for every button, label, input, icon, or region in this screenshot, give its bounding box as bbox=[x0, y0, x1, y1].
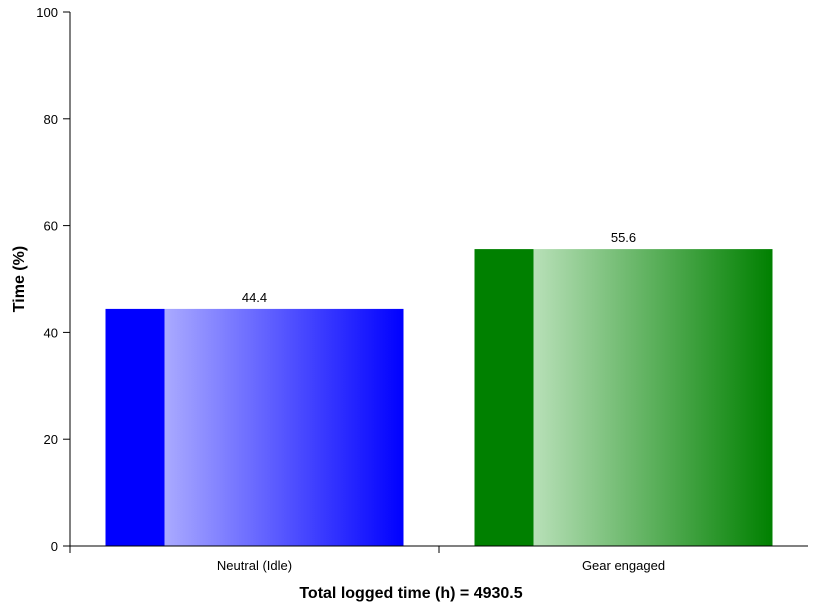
x-category-label: Neutral (Idle) bbox=[217, 558, 292, 573]
bars-layer bbox=[105, 249, 773, 546]
y-tick-label: 20 bbox=[44, 432, 58, 447]
y-axis-title: Time (%) bbox=[11, 246, 28, 312]
y-tick-label: 40 bbox=[44, 325, 58, 340]
y-tick-label: 100 bbox=[36, 5, 58, 20]
y-tick-label: 60 bbox=[44, 219, 58, 234]
y-tick-label: 80 bbox=[44, 112, 58, 127]
bar-1-solid-segment bbox=[474, 249, 534, 546]
labels-layer: 0 20 40 60 80 100 44.4 Neutral (Idle) 55.6 Gear e… bbox=[36, 5, 665, 573]
bar-0-solid-segment bbox=[105, 308, 165, 546]
x-category-label: Gear engaged bbox=[582, 558, 665, 573]
bar-0-gradient-segment bbox=[164, 308, 404, 546]
y-tick-label: 0 bbox=[51, 539, 58, 554]
axes-layer bbox=[63, 11, 808, 553]
x-axis-title: Total logged time (h) = 4930.5 bbox=[299, 585, 522, 602]
bar-1-gradient-segment bbox=[533, 249, 773, 546]
bar-value-label: 44.4 bbox=[242, 290, 267, 305]
bar-value-label: 55.6 bbox=[611, 230, 636, 245]
